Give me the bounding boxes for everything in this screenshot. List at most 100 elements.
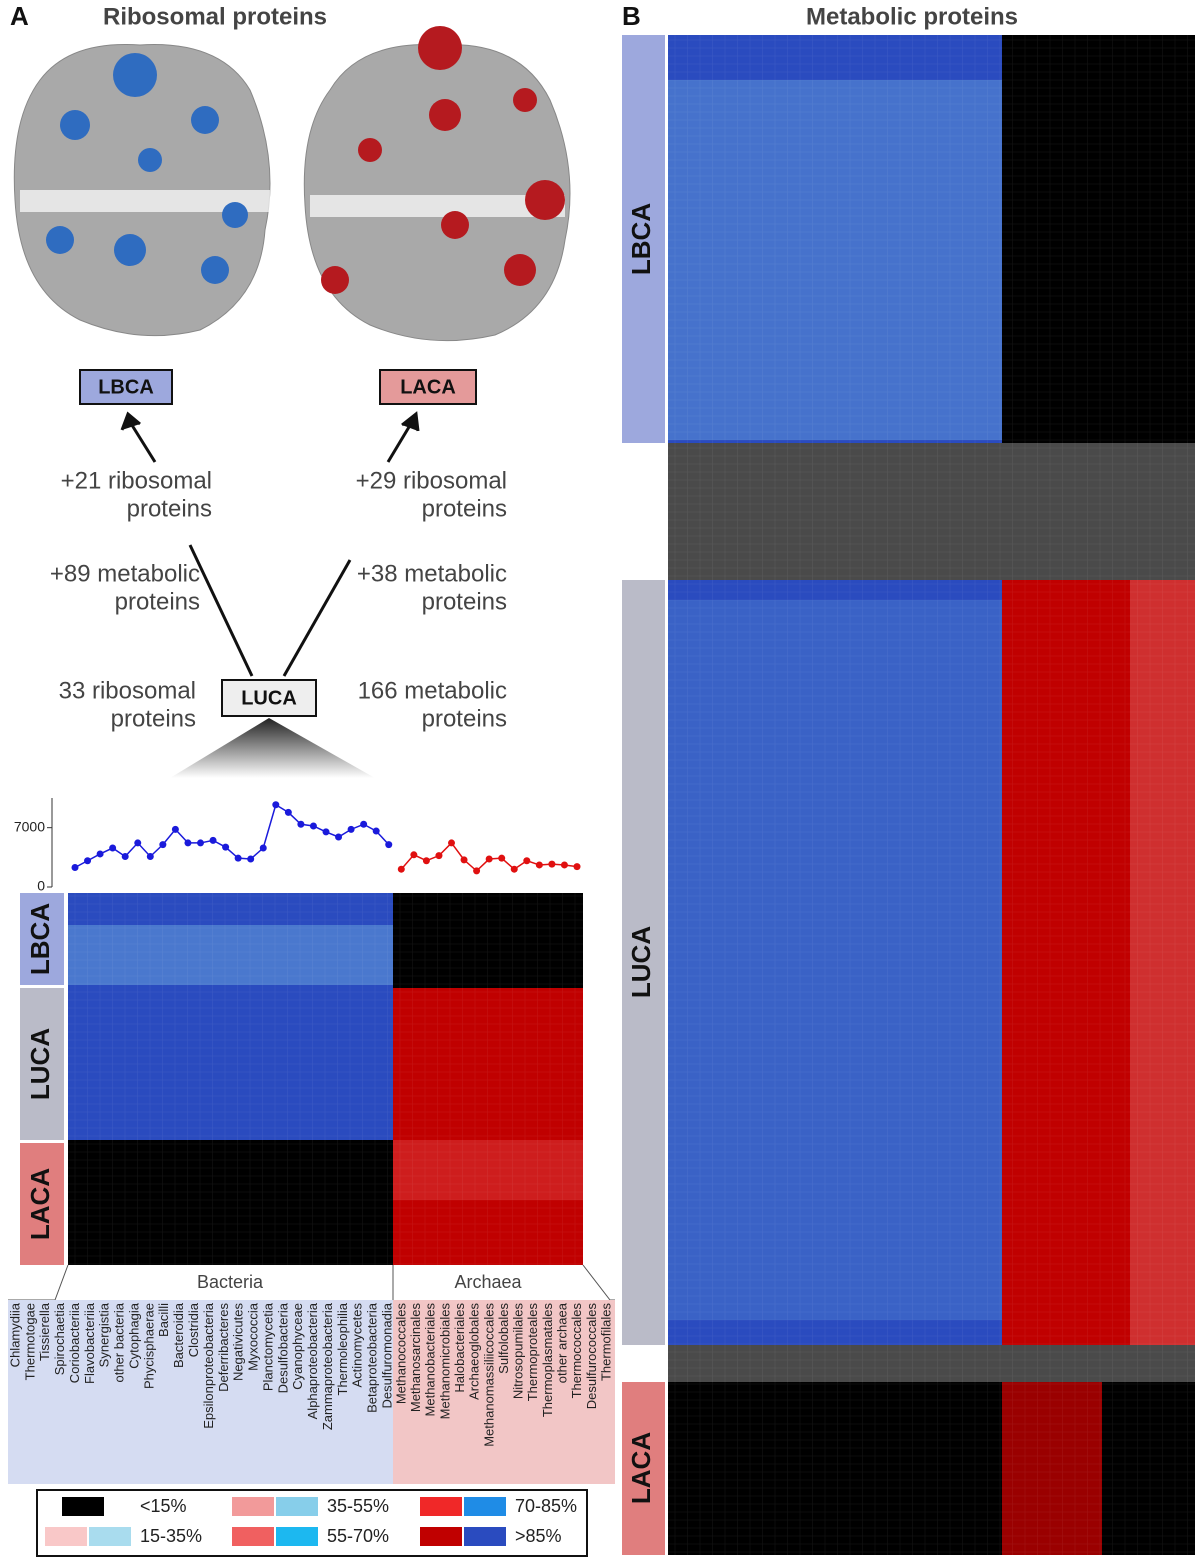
legend-swatch [420, 1527, 462, 1546]
domain-label: Archaea [454, 1272, 522, 1292]
legend-swatch [464, 1497, 506, 1516]
tree-annotation: proteins [115, 588, 200, 615]
row-label: LUCA [626, 926, 656, 998]
tree-annotation: +38 metabolic [357, 560, 507, 587]
laca-box [379, 369, 477, 405]
lbca-label: LBCA [98, 376, 154, 398]
point [247, 855, 255, 863]
x-tick-label: Tissierella [37, 1302, 52, 1361]
archaea-bg [393, 1300, 615, 1484]
row-bar [622, 580, 665, 1345]
point [197, 839, 204, 847]
point [322, 828, 330, 836]
x-tick-label: Methanomicrobiales [437, 1303, 452, 1420]
tree-annotation: 33 ribosomal [59, 677, 196, 704]
point [309, 822, 317, 830]
panel-title: Metabolic proteins [806, 3, 1018, 30]
x-tick-label: Betaproteobacteria [365, 1302, 380, 1413]
row-label: LUCA [25, 1028, 55, 1100]
x-tick-label: Coriobacteriia [67, 1302, 82, 1383]
x-tick-label: Deferribacteres [216, 1303, 231, 1392]
x-tick-label: Desulfobacteria [275, 1302, 290, 1393]
x-tick-label: Thermoplasmatales [540, 1303, 555, 1418]
row-bar [622, 1382, 665, 1555]
point [159, 841, 167, 849]
x-tick-label: Chlamydiia [7, 1302, 22, 1367]
row-label: LACA [626, 1432, 656, 1504]
tree-annotation: proteins [111, 705, 196, 732]
legend-swatch [62, 1497, 104, 1516]
point [272, 801, 280, 809]
point [146, 852, 154, 860]
point [134, 839, 142, 847]
point [360, 820, 368, 828]
x-tick-label: Synergistia [97, 1302, 112, 1367]
y-tick-label: 7000 [14, 818, 45, 834]
legend-swatch [276, 1497, 318, 1516]
point [234, 854, 242, 862]
point [523, 857, 531, 865]
point [284, 808, 292, 816]
x-tick-label: Negativicutes [231, 1303, 246, 1382]
brackets [8, 1264, 615, 1301]
x-tick-label: Spirochaetia [52, 1302, 67, 1375]
point [397, 865, 405, 873]
tree-annotation: 166 metabolic [358, 677, 507, 704]
legend-swatch [232, 1497, 274, 1516]
x-tick-label: Desulfurococcales [584, 1303, 599, 1410]
point [335, 833, 343, 841]
x-tick-label: Thermococcales [569, 1303, 584, 1399]
ribosome-bacteria [13, 43, 271, 337]
point [385, 841, 393, 849]
point [410, 851, 418, 859]
domain-label: Bacteria [197, 1272, 264, 1292]
x-tick-label: other bacteria [112, 1302, 127, 1382]
row-bar [20, 988, 64, 1140]
point [535, 861, 543, 869]
luca-label: LUCA [241, 687, 297, 709]
point [171, 825, 179, 833]
x-tick-label: Archaeoglobales [467, 1303, 482, 1400]
luca-box [221, 679, 317, 717]
point [448, 839, 455, 847]
tree-edges [120, 411, 420, 677]
point [422, 857, 430, 865]
y-tick-label: 0 [37, 878, 45, 894]
x-tick-label: Cytophagia [126, 1302, 141, 1369]
x-tick-label: Flavobacteriia [82, 1302, 97, 1384]
x-tick-label: other archaea [555, 1302, 570, 1383]
x-tick-label: Cyanophyceae [290, 1303, 305, 1390]
point [259, 844, 267, 852]
bacteria-bg [8, 1300, 393, 1484]
panel-title: Ribosomal proteins [103, 3, 327, 30]
point [573, 863, 581, 871]
x-tick-label: Alphaproteobacteria [305, 1302, 320, 1419]
tree-annotation: +29 ribosomal [356, 467, 507, 494]
point [96, 850, 104, 858]
row-label: LBCA [626, 203, 656, 275]
tree-annotation: proteins [422, 588, 507, 615]
ribosome-archaea [303, 26, 571, 342]
point [560, 861, 568, 869]
x-tick-label: Zammaproteobacteria [320, 1302, 335, 1430]
x-tick-label: Desulfuromonadia [379, 1302, 394, 1408]
point [222, 843, 230, 851]
point [473, 867, 481, 875]
legend-label: >85% [515, 1526, 562, 1546]
legend-label: <15% [140, 1496, 187, 1516]
x-tick-label: Actinomycetes [350, 1303, 365, 1388]
heatmap-a [68, 893, 583, 1265]
tree-annotation: +89 metabolic [50, 560, 200, 587]
tree-annotation: proteins [422, 495, 507, 522]
legend-swatch [420, 1497, 462, 1516]
point [109, 844, 117, 852]
luca-cone [170, 718, 375, 778]
x-tick-label: Halobacteriales [452, 1303, 467, 1393]
lbca-box [79, 369, 173, 405]
x-tick-label: Clostridia [186, 1302, 201, 1357]
legend-box [36, 1489, 588, 1557]
legend-swatch [45, 1527, 87, 1546]
legend-swatch [232, 1527, 274, 1546]
point [548, 860, 556, 868]
panel-label: A [10, 1, 29, 31]
